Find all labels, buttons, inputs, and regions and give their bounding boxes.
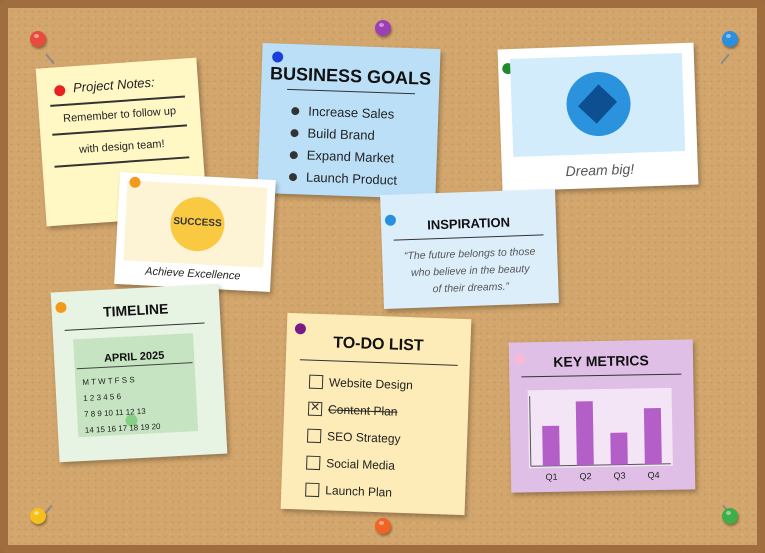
bar-q1 xyxy=(542,425,560,467)
divider xyxy=(52,124,188,136)
todo-item-label: Website Design xyxy=(328,375,414,393)
bar-q2 xyxy=(575,401,594,466)
divider xyxy=(299,359,458,366)
green-pushpin-icon xyxy=(722,508,738,524)
x-tick-label: Q2 xyxy=(579,471,591,481)
bar-q4 xyxy=(643,407,662,465)
orange-pushpin-icon xyxy=(375,518,391,534)
checkbox[interactable] xyxy=(306,428,322,444)
inspiration-title: INSPIRATION xyxy=(426,214,511,233)
divider xyxy=(287,88,416,95)
pin-needle xyxy=(720,53,730,65)
calendar-weekdays: M T W T F S S xyxy=(82,375,135,387)
dream-big-polaroid[interactable]: Dream big! xyxy=(497,42,699,192)
calendar-week: 14 15 16 17 18 19 20 xyxy=(84,421,161,435)
purple-pushpin-icon xyxy=(375,20,391,36)
inspiration-quote: “The future belongs to those who believe… xyxy=(390,243,551,300)
todo-item-label: Social Media xyxy=(326,456,396,473)
todo-item-label: Content Plan xyxy=(327,402,398,419)
todo-item[interactable]: Website Design xyxy=(308,374,413,392)
calendar-week: 1 2 3 4 5 6 xyxy=(83,391,122,403)
success-caption: Achieve Excellence xyxy=(144,265,241,283)
x-tick-label: Q4 xyxy=(647,470,659,480)
blue-dot-icon xyxy=(272,51,284,63)
project-notes-line-1: Remember to follow up xyxy=(62,105,177,125)
pin-needle xyxy=(45,53,55,65)
photo: SUCCESS xyxy=(123,180,268,268)
success-polaroid[interactable]: SUCCESS Achieve Excellence xyxy=(114,171,276,293)
blue-pushpin-icon xyxy=(722,31,738,47)
business-goals-card[interactable]: BUSINESS GOALS Increase Sales Build Bran… xyxy=(257,42,441,200)
todo-list-card[interactable]: TO-DO LIST Website Design ✕ Content Plan… xyxy=(280,312,472,516)
bar-q3 xyxy=(610,432,628,465)
timeline-card[interactable]: TIMELINE APRIL 2025 M T W T F S S 1 2 3 … xyxy=(50,283,228,463)
red-dot-icon xyxy=(53,84,66,97)
project-notes-title: Project Notes: xyxy=(72,74,156,96)
key-metrics-card[interactable]: KEY METRICS Q1 Q2 Q3 Q4 xyxy=(508,339,696,493)
todo-title: TO-DO LIST xyxy=(332,334,424,355)
key-metrics-title: KEY METRICS xyxy=(553,352,649,370)
x-tick-label: Q3 xyxy=(613,471,625,481)
red-pushpin-icon xyxy=(30,31,46,47)
yellow-pushpin-icon xyxy=(30,508,46,524)
calendar: APRIL 2025 M T W T F S S 1 2 3 4 5 6 7 8… xyxy=(73,333,199,438)
checkbox[interactable] xyxy=(306,455,321,471)
list-item: Launch Product xyxy=(282,166,398,192)
x-tick-label: Q1 xyxy=(545,472,557,482)
business-goals-list: Increase Sales Build Brand Expand Market… xyxy=(282,100,400,192)
todo-item[interactable]: SEO Strategy xyxy=(306,428,401,446)
todo-item[interactable]: Launch Plan xyxy=(305,482,392,500)
inspiration-card[interactable]: INSPIRATION “The future belongs to those… xyxy=(380,188,559,310)
todo-item[interactable]: ✕ Content Plan xyxy=(307,400,398,419)
y-axis xyxy=(529,396,532,467)
checkbox[interactable] xyxy=(308,374,324,390)
checkbox[interactable] xyxy=(305,482,320,498)
timeline-title: TIMELINE xyxy=(102,300,169,320)
todo-item-label: SEO Strategy xyxy=(326,429,401,446)
todo-item[interactable]: Social Media xyxy=(306,455,395,473)
business-goals-title: BUSINESS GOALS xyxy=(269,63,432,89)
dream-caption: Dream big! xyxy=(565,160,635,180)
key-metrics-bar-chart: Q1 Q2 Q3 Q4 xyxy=(527,387,673,482)
project-notes-line-2: with design team! xyxy=(78,138,165,156)
divider xyxy=(521,373,682,378)
photo xyxy=(509,53,686,157)
chart-plot-area xyxy=(527,387,673,469)
divider xyxy=(54,156,190,168)
divider xyxy=(64,322,205,331)
x-mark-icon: ✕ xyxy=(309,399,321,415)
divider xyxy=(393,234,544,241)
todo-item-label: Launch Plan xyxy=(325,483,393,500)
